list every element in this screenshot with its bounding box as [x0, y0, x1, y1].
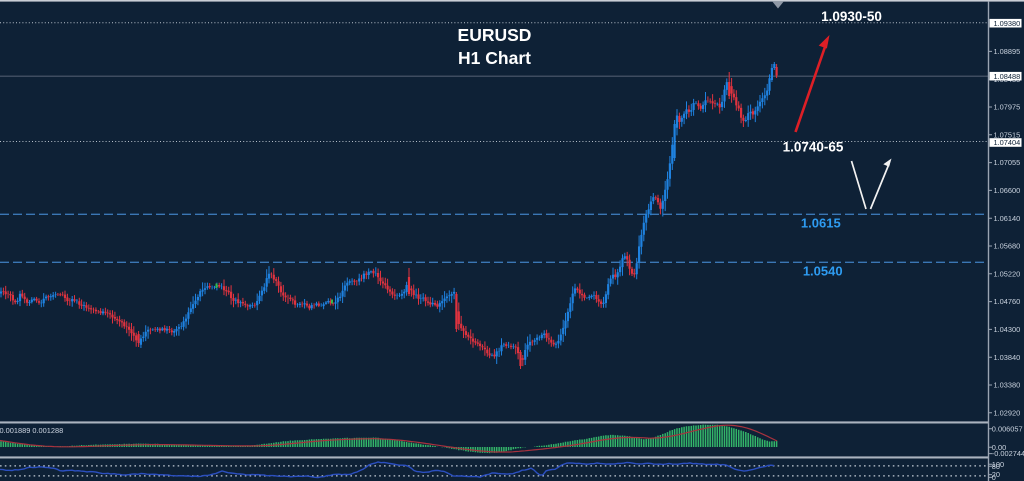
svg-text:0.006057: 0.006057: [992, 424, 1023, 433]
svg-text:1.07055: 1.07055: [994, 158, 1021, 167]
svg-text:1.09380: 1.09380: [994, 19, 1021, 28]
svg-text:1.05220: 1.05220: [994, 269, 1021, 278]
svg-text:EURUSD: EURUSD: [458, 25, 532, 45]
svg-text:1.05680: 1.05680: [994, 242, 1021, 251]
svg-text:1.07515: 1.07515: [994, 130, 1021, 139]
svg-text:1.08488: 1.08488: [994, 72, 1021, 81]
svg-text:1.03840: 1.03840: [994, 353, 1021, 362]
svg-text:1.04760: 1.04760: [994, 297, 1021, 306]
svg-text:1.0540: 1.0540: [803, 264, 843, 279]
svg-text:-0.002744: -0.002744: [992, 449, 1024, 458]
svg-text:1.08895: 1.08895: [994, 47, 1021, 56]
svg-text:1.04300: 1.04300: [994, 325, 1021, 334]
svg-text:1.02920: 1.02920: [994, 408, 1021, 417]
svg-text:100: 100: [992, 460, 1004, 469]
svg-text:H1 Chart: H1 Chart: [458, 48, 531, 68]
svg-text:1.03380: 1.03380: [994, 381, 1021, 390]
svg-text:1.0740-65: 1.0740-65: [783, 140, 844, 155]
svg-text:20: 20: [992, 470, 1000, 479]
svg-text:0.001889 0.001288: 0.001889 0.001288: [0, 426, 63, 435]
svg-text:1.07975: 1.07975: [994, 103, 1021, 112]
svg-text:1.07404: 1.07404: [994, 138, 1021, 147]
svg-text:1.0930-50: 1.0930-50: [821, 9, 882, 24]
svg-text:1.0615: 1.0615: [801, 216, 841, 231]
svg-text:1.06600: 1.06600: [994, 186, 1021, 195]
svg-text:1.06140: 1.06140: [994, 214, 1021, 223]
svg-text:80: 80: [992, 462, 1000, 471]
svg-text:0.00: 0.00: [992, 443, 1006, 452]
svg-text:0: 0: [992, 473, 996, 481]
